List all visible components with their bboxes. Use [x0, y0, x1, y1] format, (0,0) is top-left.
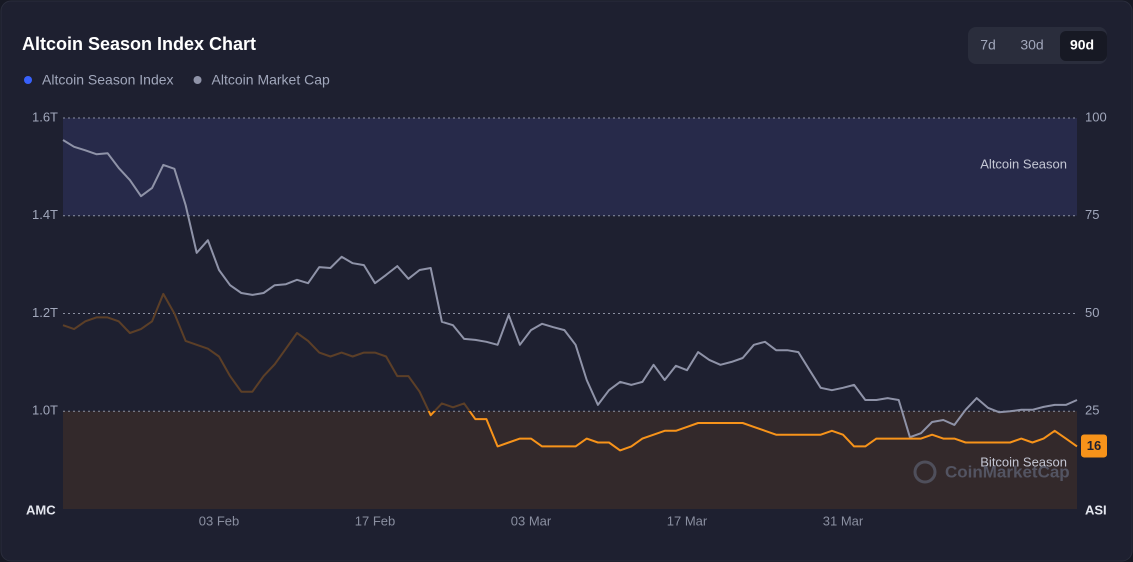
x-tick-label: 03 Mar: [511, 513, 552, 528]
x-tick-label: 17 Mar: [667, 513, 708, 528]
watermark: CoinMarketCap: [945, 462, 1070, 481]
range-button-active[interactable]: [1060, 31, 1107, 61]
range-button[interactable]: 30d: [1020, 37, 1043, 53]
series-line: [62, 139, 1078, 439]
season-band: [63, 411, 1077, 509]
watermark-logo: [913, 460, 937, 484]
y2-tick-label: 25: [1085, 403, 1099, 418]
y-tick-label: 1.4T: [32, 207, 58, 222]
y-tick-label: 1.0T: [32, 403, 58, 418]
y-tick-label: 1.6T: [32, 109, 58, 124]
y2-axis-label: ASI: [1085, 502, 1107, 517]
last-value-badge: [1081, 434, 1107, 458]
band-label: Altcoin Season: [980, 156, 1067, 171]
x-tick-label: 31 Mar: [823, 513, 864, 528]
last-value-label: 16: [1087, 438, 1101, 453]
series-line: [62, 292, 1078, 452]
range-button[interactable]: 90d: [1070, 37, 1094, 53]
x-tick-label: 17 Feb: [355, 513, 395, 528]
legend-label: Altcoin Market Cap: [212, 72, 330, 88]
x-tick-label: 03 Feb: [199, 513, 239, 528]
y2-tick-label: 75: [1085, 207, 1099, 222]
band-label: Bitcoin Season: [980, 454, 1067, 469]
y2-tick-label: 100: [1085, 109, 1107, 124]
range-button[interactable]: 7d: [980, 37, 996, 53]
y-axis-label: AMC: [26, 502, 56, 517]
y2-tick-label: 50: [1085, 305, 1099, 320]
legend-marker: [24, 76, 32, 84]
y-tick-label: 1.2T: [32, 305, 58, 320]
legend-label: Altcoin Season Index: [42, 72, 174, 88]
season-band: [63, 118, 1077, 216]
chart-title: Altcoin Season Index Chart: [22, 34, 256, 54]
legend-marker: [193, 76, 202, 84]
